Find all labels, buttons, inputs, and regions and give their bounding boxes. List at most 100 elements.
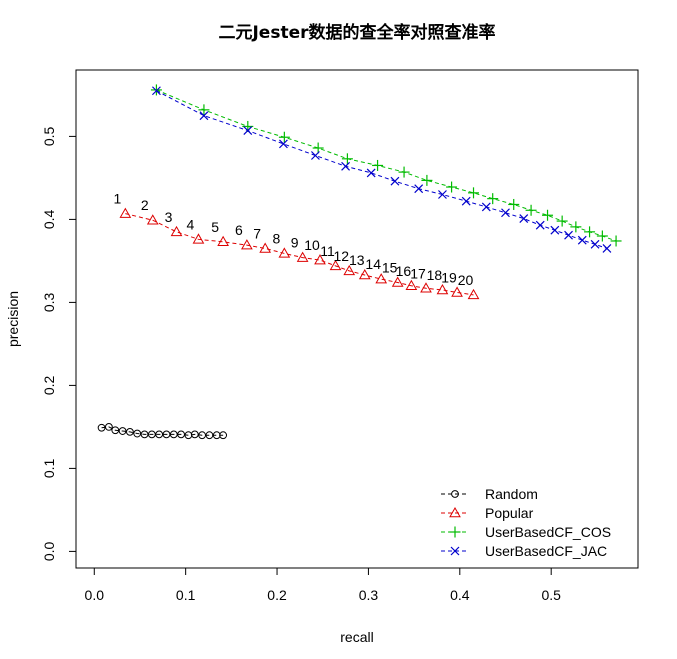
legend-label: UserBasedCF_JAC [485, 543, 607, 559]
data-point-random [126, 427, 134, 436]
x-tick-label: 0.4 [450, 587, 470, 603]
point-label: 13 [349, 252, 365, 268]
data-point-popular [329, 259, 342, 271]
data-point-userbasedcf-jac [310, 151, 320, 160]
point-label: 15 [382, 259, 398, 275]
data-point-popular [278, 247, 291, 258]
data-point-random [97, 423, 106, 432]
legend-marker [449, 506, 461, 518]
data-point-userbasedcf-cos [312, 142, 324, 154]
y-tick-label: 0.5 [41, 126, 57, 146]
data-point-popular [343, 264, 356, 276]
data-point-popular [451, 286, 463, 297]
data-point-userbasedcf-jac [199, 111, 209, 121]
series-line-userbasedcf-jac [156, 90, 608, 249]
data-point-userbasedcf-cos [421, 174, 433, 186]
data-point-userbasedcf-cos [584, 226, 596, 238]
legend: Random Popular UserBasedCF_COS UserBasedCF_… [441, 486, 611, 559]
data-point-userbasedcf-cos [198, 104, 210, 116]
data-point-userbasedcf-cos [556, 215, 568, 227]
data-point-userbasedcf-jac [341, 161, 351, 171]
point-label: 18 [427, 267, 443, 283]
point-label: 20 [458, 272, 474, 288]
y-axis-label: precision [5, 291, 21, 347]
data-point-popular [391, 276, 404, 287]
x-tick-label: 0.0 [85, 587, 105, 603]
data-point-userbasedcf-cos [446, 181, 458, 193]
data-point-popular [436, 283, 449, 295]
data-point-userbasedcf-cos [341, 153, 353, 165]
point-label: 2 [141, 197, 149, 213]
x-axis: 0.0 0.1 0.2 0.3 0.4 0.5 [85, 567, 561, 603]
data-point-userbasedcf-cos [542, 209, 554, 221]
data-point-userbasedcf-jac [519, 214, 529, 223]
data-point-userbasedcf-jac [438, 190, 447, 199]
x-tick-label: 0.1 [176, 587, 196, 603]
point-label: 12 [333, 248, 349, 264]
data-point-popular [358, 269, 371, 280]
data-point-userbasedcf-cos [372, 159, 384, 171]
data-point-userbasedcf-jac [390, 176, 400, 186]
point-label: 6 [235, 222, 243, 238]
data-point-popular [314, 254, 326, 265]
data-point-userbasedcf-cos [487, 193, 499, 205]
data-point-random [147, 430, 156, 439]
point-label: 19 [441, 269, 457, 285]
point-label: 8 [272, 230, 280, 246]
data-point-userbasedcf-jac [481, 202, 491, 212]
point-label: 9 [291, 235, 299, 251]
series-line-userbasedcf-cos [156, 89, 617, 242]
y-tick-label: 0.3 [41, 292, 57, 312]
legend-item-userbasedcf-jac: UserBasedCF_JAC [441, 543, 607, 559]
point-label: 14 [365, 256, 381, 272]
data-point-random [155, 430, 164, 439]
data-point-userbasedcf-jac [564, 230, 573, 240]
data-point-userbasedcf-cos [525, 204, 537, 216]
series-line-popular [125, 213, 474, 296]
legend-marker [450, 546, 460, 556]
point-label: 7 [253, 225, 261, 241]
data-point-popular [420, 282, 432, 293]
data-point-popular [217, 235, 229, 247]
data-point-popular [296, 251, 309, 262]
data-point-userbasedcf-jac [151, 86, 161, 96]
data-point-popular [259, 242, 272, 253]
data-point-random [219, 431, 228, 440]
legend-item-userbasedcf-cos: UserBasedCF_COS [441, 524, 611, 540]
data-point-random [133, 429, 142, 438]
data-point-userbasedcf-cos [610, 235, 622, 247]
data-point-random [111, 426, 120, 435]
legend-marker [451, 490, 459, 498]
data-point-random [190, 430, 199, 439]
data-point-userbasedcf-jac [590, 239, 600, 249]
y-axis: 0.0 0.1 0.2 0.3 0.4 0.5 [41, 126, 77, 561]
data-point-popular [192, 233, 205, 244]
data-point-random [205, 431, 214, 440]
data-point-userbasedcf-cos [596, 230, 608, 242]
point-label: 10 [304, 237, 320, 253]
data-point-popular [241, 239, 253, 250]
legend-label: UserBasedCF_COS [485, 524, 611, 540]
point-label: 5 [211, 219, 219, 235]
data-point-random [118, 427, 127, 435]
y-tick-label: 0.2 [41, 375, 57, 395]
data-point-random [169, 430, 178, 439]
data-point-userbasedcf-jac [414, 184, 424, 194]
data-point-userbasedcf-cos [278, 131, 290, 143]
point-label: 4 [187, 216, 195, 232]
y-tick-label: 0.4 [41, 209, 57, 229]
data-point-userbasedcf-jac [535, 220, 545, 230]
data-point-popular [467, 288, 480, 300]
data-point-random [104, 423, 113, 431]
x-tick-label: 0.5 [541, 587, 561, 603]
data-point-userbasedcf-cos [508, 198, 520, 210]
data-point-userbasedcf-cos [468, 187, 480, 199]
data-point-userbasedcf-jac [461, 196, 471, 206]
point-label: 1 [113, 191, 121, 207]
x-axis-label: recall [340, 629, 373, 645]
data-point-popular [170, 225, 183, 237]
data-point-popular [119, 207, 132, 218]
